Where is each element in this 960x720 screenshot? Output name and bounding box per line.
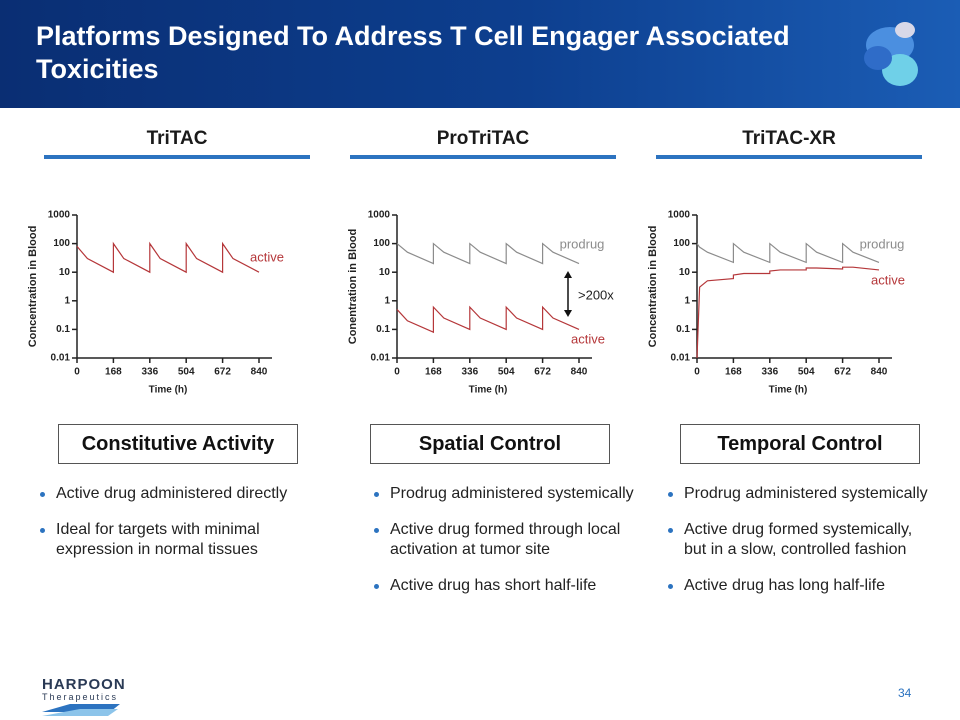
series-label: active (871, 272, 905, 287)
y-tick-label: 10 (679, 267, 691, 278)
control-box: Spatial Control (370, 424, 610, 464)
x-tick-label: 504 (178, 367, 195, 378)
y-tick-label: 0.1 (676, 324, 690, 335)
bullet: Prodrug administered systemically (666, 484, 936, 504)
bullet: Active drug has short half-life (372, 576, 642, 596)
x-tick-label: 840 (251, 367, 268, 378)
x-tick-label: 504 (798, 367, 815, 378)
x-tick-label: 840 (871, 367, 888, 378)
column-heading: TriTAC (146, 128, 208, 149)
annotation: >200x (578, 287, 614, 302)
y-tick-label: 0.1 (56, 324, 70, 335)
page-number: 34 (898, 686, 912, 700)
x-tick-label: 168 (425, 367, 442, 378)
x-axis-label: Time (h) (469, 385, 508, 396)
column-heading: ProTriTAC (436, 128, 530, 149)
x-tick-label: 336 (761, 367, 778, 378)
bullet-list: Active drug administered directly Ideal f… (38, 484, 308, 576)
y-axis-label: Conentration in Blood (347, 229, 359, 344)
logo-name: HARPOON (42, 676, 126, 693)
y-tick-label: 10 (379, 267, 391, 278)
y-tick-label: 10 (59, 267, 71, 278)
header-band (0, 0, 960, 108)
x-tick-label: 672 (214, 367, 231, 378)
y-tick-label: 1000 (668, 210, 691, 221)
y-tick-label: 0.01 (51, 353, 71, 364)
arrow-head (564, 271, 572, 278)
y-tick-label: 1 (64, 295, 70, 306)
x-tick-label: 0 (394, 367, 400, 378)
x-tick-label: 672 (534, 367, 551, 378)
bullet: Active drug administered directly (38, 484, 308, 504)
series-label: active (571, 331, 605, 346)
y-tick-label: 1000 (368, 210, 391, 221)
logo-subtitle: Therapeutics (42, 692, 119, 702)
y-tick-label: 100 (373, 238, 390, 249)
series-line (76, 241, 260, 274)
y-tick-label: 0.1 (376, 324, 390, 335)
bullet-list: Prodrug administered systemically Active … (372, 484, 642, 612)
series-label: active (250, 249, 284, 264)
y-tick-label: 0.01 (671, 353, 691, 364)
y-tick-label: 100 (673, 238, 690, 249)
slide-title: Platforms Designed To Address T Cell Eng… (36, 21, 790, 84)
x-tick-label: 336 (461, 367, 478, 378)
y-tick-label: 0.01 (371, 353, 391, 364)
x-axis-label: Time (h) (149, 385, 188, 396)
y-axis-label: Concentration in Blood (27, 226, 39, 348)
bullet: Active drug formed through local activat… (372, 520, 642, 560)
x-tick-label: 672 (834, 367, 851, 378)
control-box: Temporal Control (680, 424, 920, 464)
series-line (396, 305, 580, 334)
bullet: Active drug has long half-life (666, 576, 936, 596)
heading-underline (44, 155, 310, 159)
y-tick-label: 1 (684, 295, 690, 306)
x-tick-label: 168 (105, 367, 122, 378)
series-line (696, 242, 880, 264)
control-box: Constitutive Activity (58, 424, 298, 464)
bullet-list: Prodrug administered systemically Active … (666, 484, 936, 612)
series-label: prodrug (860, 236, 905, 251)
x-tick-label: 0 (694, 367, 700, 378)
x-tick-label: 0 (74, 367, 80, 378)
y-tick-label: 1 (384, 295, 390, 306)
arrow-head (564, 310, 572, 317)
protein-icon (864, 22, 918, 86)
bullet: Prodrug administered systemically (372, 484, 642, 504)
series-line (396, 242, 580, 265)
logo-mark (42, 704, 120, 716)
y-axis-label: Concentration in Blood (647, 226, 659, 348)
bullet: Ideal for targets with minimal expressio… (38, 520, 308, 560)
x-tick-label: 504 (498, 367, 515, 378)
y-tick-label: 100 (53, 238, 70, 249)
bullet: Active drug formed systemically, but in … (666, 520, 936, 560)
x-axis-label: Time (h) (769, 385, 808, 396)
column-heading: TriTAC-XR (742, 128, 836, 149)
x-tick-label: 336 (141, 367, 158, 378)
heading-underline (350, 155, 616, 159)
heading-underline (656, 155, 922, 159)
series-label: prodrug (560, 236, 605, 251)
x-tick-label: 840 (571, 367, 588, 378)
y-tick-label: 1000 (48, 210, 71, 221)
series-line (696, 266, 880, 359)
x-tick-label: 168 (725, 367, 742, 378)
